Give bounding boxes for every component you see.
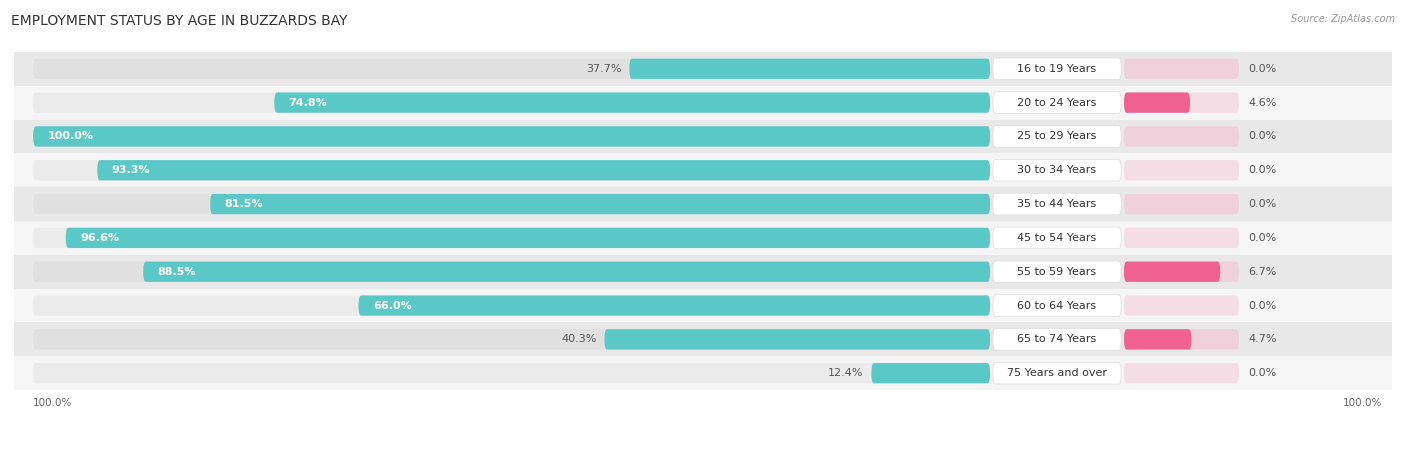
FancyBboxPatch shape [1123,160,1239,180]
Text: 66.0%: 66.0% [373,300,412,311]
FancyBboxPatch shape [143,262,990,282]
Bar [14,255,1392,289]
FancyBboxPatch shape [993,58,1121,79]
Text: 6.7%: 6.7% [1249,267,1277,277]
Text: 4.7%: 4.7% [1249,334,1277,345]
Text: 81.5%: 81.5% [225,199,263,209]
Text: Source: ZipAtlas.com: Source: ZipAtlas.com [1291,14,1395,23]
Text: 30 to 34 Years: 30 to 34 Years [1018,165,1097,175]
FancyBboxPatch shape [993,227,1121,249]
FancyBboxPatch shape [872,363,990,383]
Bar [14,120,1392,153]
FancyBboxPatch shape [1123,92,1239,113]
Text: 96.6%: 96.6% [80,233,120,243]
FancyBboxPatch shape [1123,59,1239,79]
FancyBboxPatch shape [34,262,990,282]
FancyBboxPatch shape [1123,92,1189,113]
FancyBboxPatch shape [630,59,990,79]
Text: 0.0%: 0.0% [1249,300,1277,311]
Text: 0.0%: 0.0% [1249,165,1277,175]
Text: 37.7%: 37.7% [586,64,621,74]
FancyBboxPatch shape [993,328,1121,350]
Text: EMPLOYMENT STATUS BY AGE IN BUZZARDS BAY: EMPLOYMENT STATUS BY AGE IN BUZZARDS BAY [11,14,347,28]
Text: 100.0%: 100.0% [34,398,73,408]
Text: 12.4%: 12.4% [828,368,863,378]
Text: 40.3%: 40.3% [561,334,596,345]
Bar [14,153,1392,187]
FancyBboxPatch shape [1123,329,1191,350]
Bar [14,356,1392,390]
FancyBboxPatch shape [359,295,990,316]
Text: 35 to 44 Years: 35 to 44 Years [1018,199,1097,209]
FancyBboxPatch shape [1123,126,1239,147]
Text: 20 to 24 Years: 20 to 24 Years [1018,97,1097,108]
FancyBboxPatch shape [993,92,1121,113]
FancyBboxPatch shape [34,295,990,316]
FancyBboxPatch shape [993,363,1121,384]
Bar [14,221,1392,255]
FancyBboxPatch shape [1123,262,1220,282]
Text: 16 to 19 Years: 16 to 19 Years [1018,64,1097,74]
FancyBboxPatch shape [1123,329,1239,350]
FancyBboxPatch shape [97,160,990,180]
FancyBboxPatch shape [993,295,1121,317]
Text: 45 to 54 Years: 45 to 54 Years [1018,233,1097,243]
FancyBboxPatch shape [66,228,990,248]
Text: 74.8%: 74.8% [288,97,328,108]
FancyBboxPatch shape [34,160,990,180]
Text: 4.6%: 4.6% [1249,97,1277,108]
FancyBboxPatch shape [605,329,990,350]
Text: 0.0%: 0.0% [1249,64,1277,74]
FancyBboxPatch shape [34,329,990,350]
FancyBboxPatch shape [211,194,990,214]
FancyBboxPatch shape [1123,228,1239,248]
Text: 60 to 64 Years: 60 to 64 Years [1018,300,1097,311]
FancyBboxPatch shape [34,126,990,147]
FancyBboxPatch shape [993,193,1121,215]
FancyBboxPatch shape [1123,363,1239,383]
Text: 88.5%: 88.5% [157,267,195,277]
Text: 25 to 29 Years: 25 to 29 Years [1018,131,1097,142]
Bar [14,322,1392,356]
FancyBboxPatch shape [993,159,1121,181]
Text: 75 Years and over: 75 Years and over [1007,368,1107,378]
FancyBboxPatch shape [34,92,990,113]
Bar [14,52,1392,86]
Text: 100.0%: 100.0% [48,131,94,142]
FancyBboxPatch shape [34,363,990,383]
FancyBboxPatch shape [993,261,1121,282]
FancyBboxPatch shape [1123,262,1239,282]
FancyBboxPatch shape [1123,194,1239,214]
FancyBboxPatch shape [34,59,990,79]
Bar [14,86,1392,120]
Bar [14,289,1392,322]
Text: 0.0%: 0.0% [1249,199,1277,209]
Text: 0.0%: 0.0% [1249,131,1277,142]
FancyBboxPatch shape [1123,295,1239,316]
Text: 55 to 59 Years: 55 to 59 Years [1018,267,1097,277]
Text: 93.3%: 93.3% [111,165,150,175]
Text: 0.0%: 0.0% [1249,368,1277,378]
Text: 100.0%: 100.0% [1343,398,1382,408]
FancyBboxPatch shape [993,125,1121,147]
Text: 65 to 74 Years: 65 to 74 Years [1018,334,1097,345]
FancyBboxPatch shape [34,194,990,214]
FancyBboxPatch shape [34,126,990,147]
FancyBboxPatch shape [274,92,990,113]
Legend: In Labor Force, Unemployed: In Labor Force, Unemployed [494,446,720,451]
FancyBboxPatch shape [34,228,990,248]
Bar [14,187,1392,221]
Text: 0.0%: 0.0% [1249,233,1277,243]
